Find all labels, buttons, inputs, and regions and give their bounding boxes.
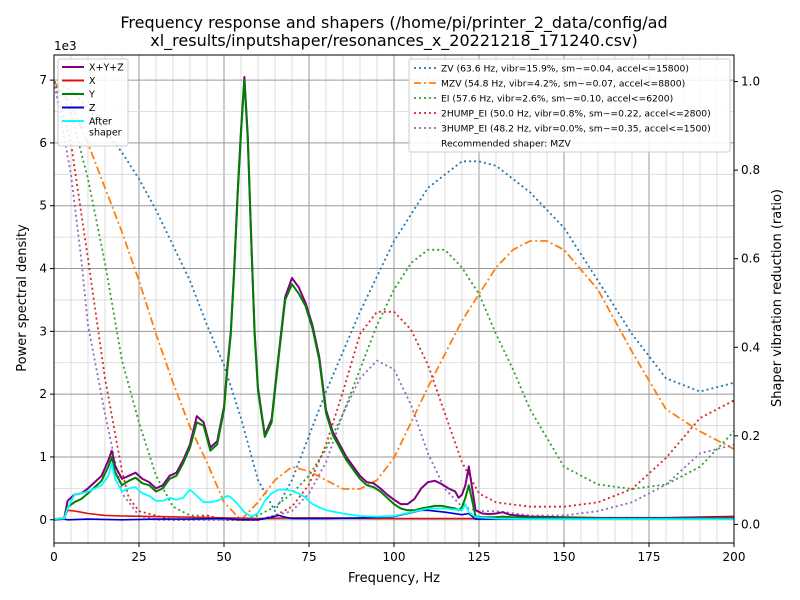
y-ticks: 0 1 2 3 4 5 6 7 (39, 73, 54, 527)
legend-left: X+Y+Z XYZ After shaper (57, 58, 129, 147)
shaper-curves (54, 80, 734, 521)
y-tick-label: 1 (39, 450, 47, 464)
shaper-line-mzv (54, 81, 734, 521)
y2-axis-label: Shaper vibration reduction (ratio) (770, 189, 785, 407)
x-tick-label: 175 (638, 550, 661, 564)
y-multiplier-label: 1e3 (54, 39, 77, 53)
legend-right-label: EI (57.6 Hz, vibr=2.6%, sm~=0.10, accel<… (441, 94, 673, 105)
psd-line-x-y-z (54, 76, 734, 521)
shaper-line-3hump_ei (54, 81, 734, 521)
psd-curves (54, 76, 734, 521)
y2-tick-label: 0.8 (741, 163, 760, 177)
y-tick-label: 0 (39, 513, 47, 527)
chart-title-line-1: Frequency response and shapers (/home/pi… (120, 13, 667, 33)
y-tick-label: 7 (39, 73, 47, 87)
psd-line-y (54, 79, 734, 521)
y-tick-label: 6 (39, 136, 47, 150)
chart-title-line-2: xl_results/inputshaper/resonances_x_2022… (150, 31, 637, 51)
y-tick-label: 3 (39, 324, 47, 338)
x-tick-label: 75 (301, 550, 316, 564)
y2-tick-label: 1.0 (741, 75, 760, 89)
shaper-line-zv (54, 80, 734, 513)
psd-line-z (54, 509, 734, 521)
grid (54, 55, 734, 543)
legend-left-label: Y (88, 90, 95, 101)
x-tick-label: 150 (553, 550, 576, 564)
y2-tick-label: 0.0 (741, 517, 760, 531)
y2-tick-label: 0.2 (741, 429, 760, 443)
psd-line-after-shaper (54, 462, 734, 520)
x-tick-label: 200 (723, 550, 746, 564)
legend-right-label: MZV (54.8 Hz, vibr=4.2%, sm~=0.07, accel… (441, 79, 685, 90)
y-tick-label: 4 (39, 262, 47, 276)
y2-tick-label: 0.4 (741, 340, 760, 354)
x-axis-label: Frequency, Hz (348, 571, 440, 586)
y2-ticks: 0.0 0.2 0.4 0.6 0.8 1.0 (734, 75, 760, 531)
legend-left-label: X (89, 76, 96, 87)
legend-right-label: 2HUMP_EI (50.0 Hz, vibr=0.8%, sm~=0.22, … (441, 109, 711, 120)
legend-left-label: Z (89, 103, 96, 114)
shaper-line-ei (54, 81, 734, 521)
x-tick-label: 125 (468, 550, 491, 564)
y-tick-label: 5 (39, 199, 47, 213)
legend-left-label: X+Y+Z (89, 63, 124, 74)
y2-tick-label: 0.6 (741, 252, 760, 266)
x-tick-label: 100 (383, 550, 406, 564)
legend-right-label: ZV (63.6 Hz, vibr=15.9%, sm~=0.04, accel… (441, 64, 689, 75)
y-tick-label: 2 (39, 387, 47, 401)
legend-right: ZV (63.6 Hz, vibr=15.9%, sm~=0.04, accel… (408, 58, 731, 153)
x-ticks: 0 25 50 75 100 125 150 175 200 (50, 543, 745, 564)
legend-left-label: After shaper (89, 117, 122, 139)
y-axis-label: Power spectral density (15, 224, 30, 372)
legend-right-label: Recommended shaper: MZV (441, 139, 571, 150)
x-tick-label: 0 (50, 550, 58, 564)
legend-right-box (408, 58, 731, 153)
x-tick-label: 25 (131, 550, 146, 564)
x-tick-label: 50 (216, 550, 231, 564)
legend-right-label: 3HUMP_EI (48.2 Hz, vibr=0.0%, sm~=0.35, … (441, 124, 711, 135)
